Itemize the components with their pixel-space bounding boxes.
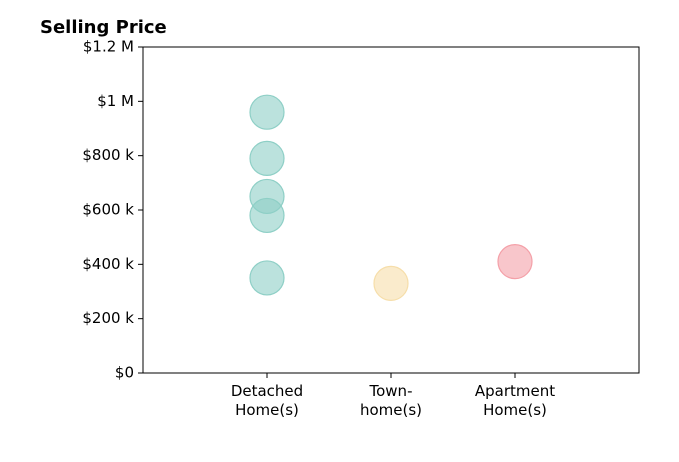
- x-tick-label: Apartment Home(s): [474, 382, 556, 419]
- y-tick-label: $400 k: [82, 255, 134, 273]
- point: [249, 94, 285, 130]
- y-tick-label: $0: [115, 364, 134, 382]
- point: [497, 244, 533, 280]
- plot-frame: [142, 46, 640, 374]
- y-tick-label: $600 k: [82, 201, 134, 219]
- point: [249, 260, 285, 296]
- point: [373, 265, 409, 301]
- chart-title: Selling Price: [40, 17, 167, 38]
- point: [249, 197, 285, 234]
- y-tick-label: $200 k: [82, 309, 134, 327]
- y-tick-label: $1.2 M: [83, 38, 134, 56]
- y-tick-label: $800 k: [82, 146, 134, 164]
- point: [249, 140, 285, 176]
- x-tick-label: Detached Home(s): [230, 382, 304, 419]
- x-tick-label: Town- home(s): [359, 382, 423, 419]
- y-tick-label: $1 M: [97, 92, 134, 110]
